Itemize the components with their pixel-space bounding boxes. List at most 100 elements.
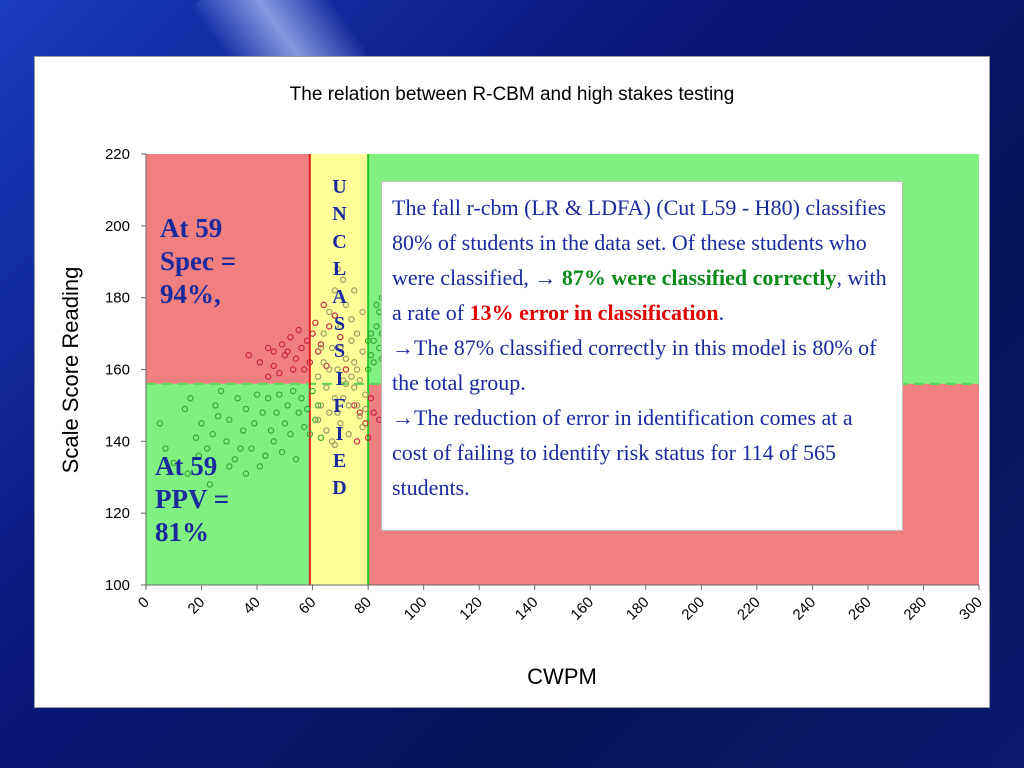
data-point [156,420,164,427]
data-point [337,420,344,427]
unclassified-letter: L [332,258,347,281]
data-point [370,359,377,366]
data-point [303,405,311,413]
x-tick-label: 260 [845,594,875,624]
data-point [351,359,358,366]
explanation-paragraph-1: The fall r-cbm (LR & LDFA) (Cut L59 - H8… [392,190,892,330]
data-point [328,344,336,352]
x-tick-label: 180 [623,594,653,624]
data-point [295,409,302,416]
data-point [248,445,255,452]
data-point [353,438,361,445]
data-point [192,434,200,441]
data-point [298,344,305,352]
data-point [187,395,194,402]
x-tick-label: 200 [678,594,708,624]
explanation-paragraph-2: →The 87% classified correctly in this mo… [392,330,892,400]
data-point [348,337,355,344]
data-point [312,416,319,423]
data-point [292,456,300,463]
x-tick-label: 240 [790,594,820,624]
data-point [370,409,377,416]
data-point [306,359,314,366]
data-point [362,405,369,413]
x-tick-label: 0 [135,594,153,612]
error-rate-text: 13% error in classification [469,300,719,325]
data-point [264,395,272,402]
data-point [331,287,339,294]
unclassified-letter: C [332,230,347,253]
data-point [339,276,347,283]
data-point [226,463,233,470]
data-point [264,373,272,380]
x-tick-label: 300 [956,594,986,624]
data-point [295,326,302,334]
unclassified-label: U N C L A S S I F I E D [311,174,368,503]
data-point [270,438,277,445]
data-point [256,359,264,366]
data-point [314,373,322,380]
axes [141,153,980,590]
data-point [364,337,372,344]
data-point [276,369,283,377]
data-point [226,416,233,423]
error-rate-end: . [718,300,725,325]
x-tick-label: 80 [351,594,375,618]
data-point [231,456,239,463]
data-point [287,430,294,438]
data-point [367,330,375,337]
data-point [242,470,250,477]
data-point [281,351,289,359]
data-point [317,344,325,352]
unclassified-letter: E [332,450,347,473]
specificity-note: At 59 Spec = 94%, [160,212,236,311]
data-point [334,366,341,373]
y-tick-label: 140 [105,433,130,450]
data-point [309,330,316,337]
region-upper-left [146,154,310,384]
unclassified-letter: D [332,477,347,500]
x-tick-label: 100 [401,594,431,624]
data-point [301,366,308,373]
data-point [334,265,341,273]
y-tick-label: 200 [105,218,130,235]
data-point [323,427,330,434]
data-point [278,448,286,456]
data-point [317,341,325,348]
y-tick-label: 180 [105,290,130,307]
data-point [331,395,339,402]
data-point [239,427,247,434]
arrow-icon: → [534,265,557,290]
x-tick-label: 140 [512,594,542,624]
unclassified-letter: N [332,203,347,226]
spec-line-2: Spec = [160,246,237,276]
data-point [309,387,316,395]
data-point [320,330,327,337]
explanation-paragraph-3: →The reduction of error in identificatio… [392,400,892,505]
data-point [331,312,339,319]
data-point [317,402,325,409]
correct-rate-rest: , with a rate of [392,265,887,325]
explanation-intro: The fall r-cbm (LR & LDFA) (Cut L59 - H8… [392,195,887,290]
data-point [206,481,214,488]
explanation-textbox: The fall r-cbm (LR & LDFA) (Cut L59 - H8… [381,181,903,531]
unclassified-letter: S [333,340,346,363]
data-point [367,395,375,402]
data-point [345,430,352,438]
data-point [256,463,264,470]
data-point [234,395,241,402]
data-point [356,412,364,420]
data-point [289,366,297,373]
data-point [198,420,205,427]
data-point [287,333,294,341]
data-point [303,337,311,344]
data-point [337,323,344,330]
data-point [373,301,380,309]
data-point [317,434,325,441]
data-point [342,355,350,362]
x-tick-label: 60 [296,594,320,618]
data-point [217,387,225,395]
data-point [273,409,280,416]
data-point [212,402,219,409]
data-point [312,319,319,327]
